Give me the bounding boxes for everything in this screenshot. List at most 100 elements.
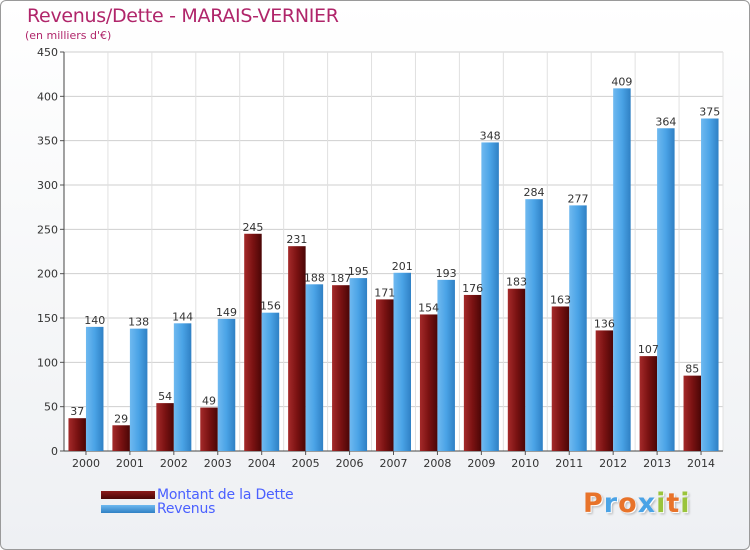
legend-swatch-revenus [101, 505, 155, 513]
bar-dette [595, 330, 614, 451]
data-label-revenus: 193 [436, 267, 457, 280]
x-tick-label: 2001 [116, 457, 144, 470]
legend-item-revenus: Revenus [101, 501, 215, 517]
bar-dette [112, 425, 130, 451]
x-tick-label: 2003 [204, 457, 232, 470]
bar-dette [419, 314, 438, 451]
data-label-dette: 245 [242, 221, 263, 234]
x-tick-label: 2009 [467, 457, 495, 470]
bar-dette [463, 294, 482, 451]
logo-letter: i [680, 488, 691, 519]
logo-letter: x [637, 488, 657, 519]
bar-revenus [525, 199, 543, 451]
y-tick-label: 0 [51, 445, 58, 458]
bar-dette [68, 418, 86, 451]
x-tick-label: 2011 [555, 457, 583, 470]
data-label-dette: 176 [462, 282, 483, 295]
bar-dette [507, 288, 526, 451]
bar-revenus [349, 278, 368, 451]
data-label-dette: 54 [158, 390, 172, 403]
data-label-dette: 107 [638, 343, 659, 356]
x-tick-label: 2008 [423, 457, 451, 470]
data-label-revenus: 156 [260, 300, 281, 313]
bar-dette [683, 375, 702, 451]
data-label-revenus: 409 [611, 75, 632, 88]
data-label-revenus: 195 [348, 265, 369, 278]
data-label-dette: 183 [506, 276, 527, 289]
bar-dette [288, 246, 306, 451]
y-tick-label: 300 [37, 179, 58, 192]
data-label-revenus: 144 [172, 310, 193, 323]
bar-dette [639, 356, 658, 451]
data-label-revenus: 138 [128, 316, 149, 329]
y-tick-label: 200 [37, 268, 58, 281]
bar-dette [156, 403, 174, 451]
y-tick-label: 450 [37, 46, 58, 59]
data-label-dette: 136 [594, 317, 615, 330]
bar-revenus [437, 279, 455, 451]
chart-title: Revenus/Dette - MARAIS-VERNIER [27, 5, 339, 27]
y-tick-label: 400 [37, 90, 58, 103]
bar-dette [200, 407, 218, 451]
legend-swatch-dette [101, 491, 155, 499]
logo-letter: i [656, 488, 667, 519]
data-label-dette: 163 [550, 293, 571, 306]
y-tick-label: 100 [37, 356, 58, 369]
y-tick-label: 350 [37, 135, 58, 148]
y-tick-label: 150 [37, 312, 58, 325]
bar-revenus [569, 205, 587, 451]
x-tick-label: 2005 [292, 457, 320, 470]
bar-revenus [261, 312, 280, 451]
y-tick-label: 50 [44, 401, 58, 414]
data-label-dette: 231 [286, 233, 307, 246]
data-label-revenus: 149 [216, 306, 237, 319]
x-tick-label: 2007 [380, 457, 408, 470]
bar-revenus [173, 323, 192, 451]
x-tick-label: 2012 [599, 457, 627, 470]
legend-label-dette: Montant de la Dette [157, 487, 294, 503]
x-tick-label: 2000 [72, 457, 100, 470]
x-tick-label: 2014 [687, 457, 715, 470]
bar-revenus [217, 318, 236, 451]
bar-revenus [657, 128, 675, 451]
y-tick-label: 250 [37, 223, 58, 236]
legend-item-dette: Montant de la Dette [101, 487, 294, 503]
bar-revenus [129, 328, 148, 451]
data-label-dette: 85 [685, 363, 699, 376]
x-tick-label: 2004 [248, 457, 276, 470]
data-label-revenus: 284 [524, 186, 545, 199]
data-label-revenus: 140 [84, 314, 105, 327]
data-label-revenus: 188 [304, 271, 325, 284]
data-label-dette: 29 [114, 412, 128, 425]
bar-dette [551, 306, 570, 451]
x-tick-label: 2013 [643, 457, 671, 470]
bar-revenus [393, 272, 411, 451]
proxiti-logo: Proxiti [583, 488, 691, 519]
bar-revenus [305, 284, 324, 451]
bar-dette [376, 299, 394, 451]
data-label-revenus: 375 [699, 106, 720, 119]
data-label-dette: 171 [374, 286, 395, 299]
bar-revenus [85, 326, 104, 451]
data-label-dette: 37 [70, 405, 84, 418]
logo-letter: t [666, 488, 681, 519]
data-label-dette: 49 [202, 395, 216, 408]
bar-revenus [701, 118, 719, 451]
bar-revenus [613, 88, 631, 451]
x-tick-label: 2002 [160, 457, 188, 470]
logo-letter: o [618, 488, 638, 519]
bar-dette [332, 285, 350, 451]
legend-label-revenus: Revenus [157, 501, 216, 517]
data-label-dette: 154 [418, 301, 439, 314]
bar-revenus [481, 142, 499, 451]
data-label-dette: 187 [330, 272, 351, 285]
data-label-revenus: 364 [655, 115, 676, 128]
data-label-revenus: 201 [392, 260, 413, 273]
data-label-revenus: 348 [480, 129, 501, 142]
chart-subtitle: (en milliers d'€) [25, 29, 112, 42]
logo-letter: P [583, 488, 604, 519]
x-tick-label: 2006 [336, 457, 364, 470]
bar-dette [244, 233, 262, 451]
